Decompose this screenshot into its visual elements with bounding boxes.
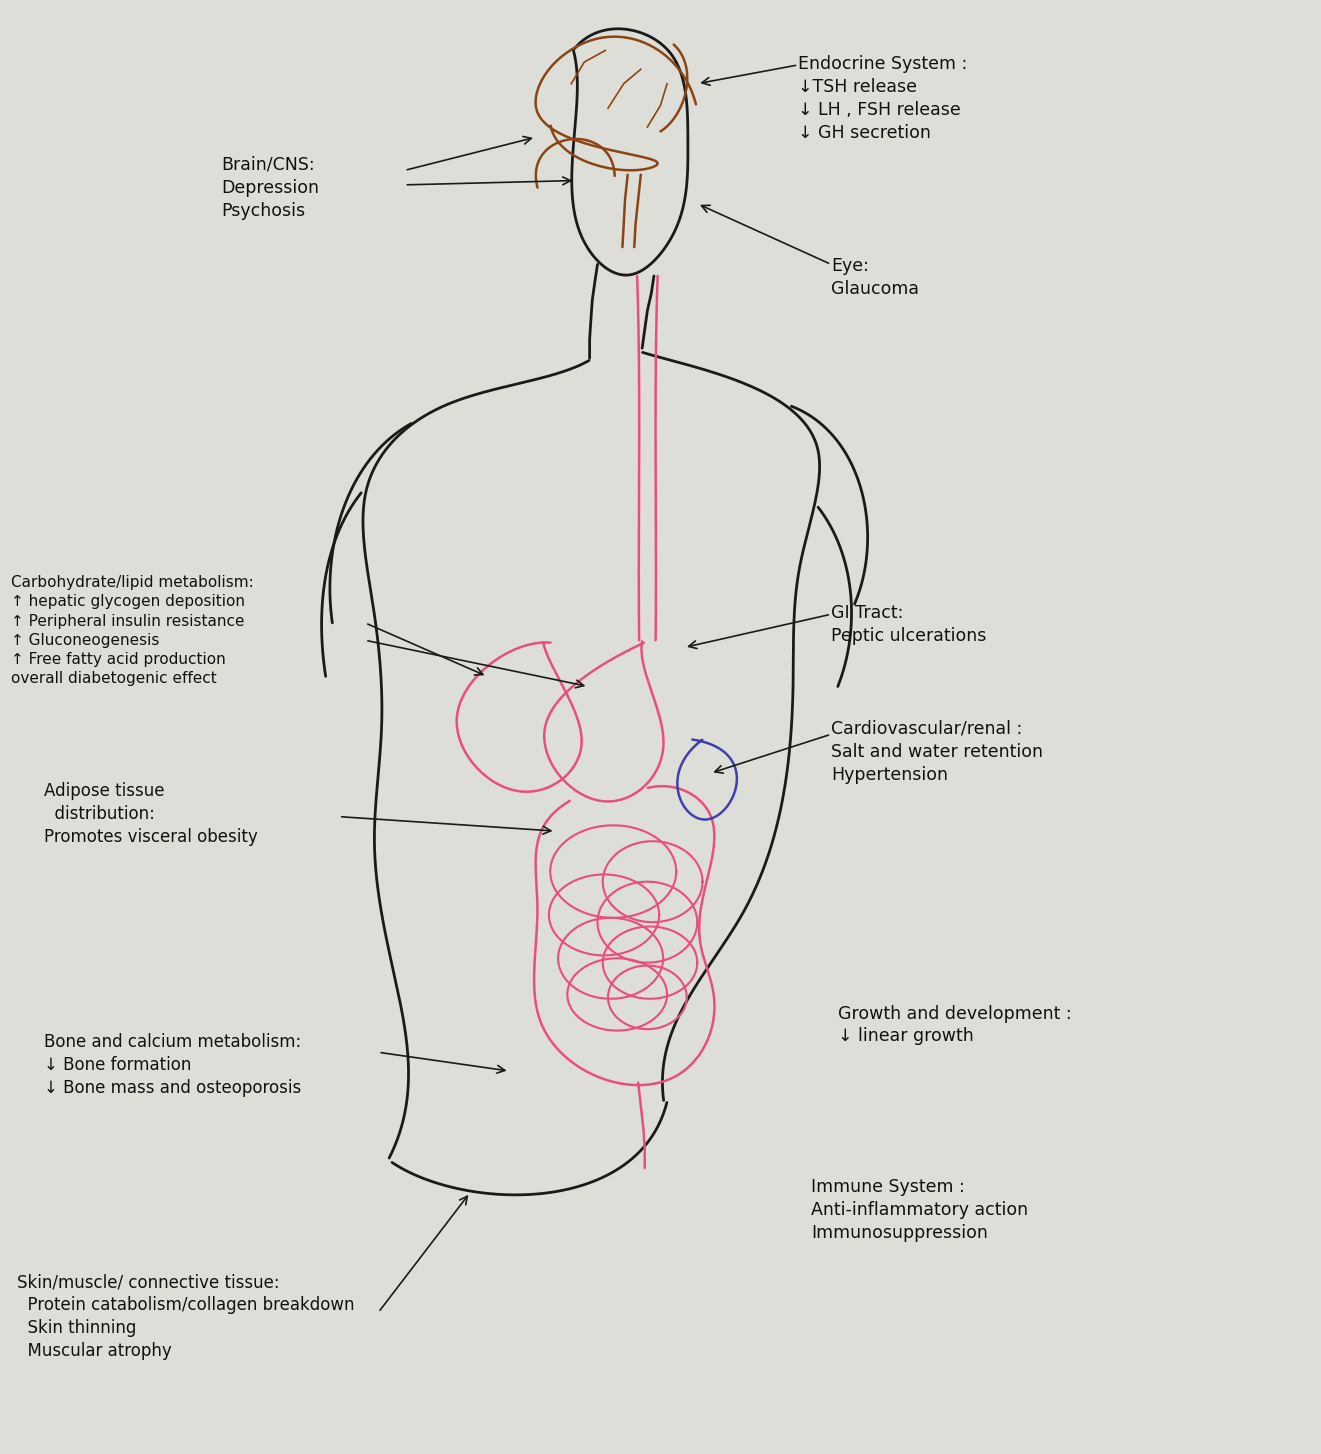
Text: Skin/muscle/ connective tissue:
  Protein catabolism/collagen breakdown
  Skin t: Skin/muscle/ connective tissue: Protein … xyxy=(17,1274,355,1359)
Text: Carbohydrate/lipid metabolism:
↑ hepatic glycogen deposition
↑ Peripheral insuli: Carbohydrate/lipid metabolism: ↑ hepatic… xyxy=(11,576,254,686)
Text: Eye:
Glaucoma: Eye: Glaucoma xyxy=(831,257,919,298)
Text: Bone and calcium metabolism:
↓ Bone formation
↓ Bone mass and osteoporosis: Bone and calcium metabolism: ↓ Bone form… xyxy=(44,1034,301,1098)
Text: Immune System :
Anti-inflammatory action
Immunosuppression: Immune System : Anti-inflammatory action… xyxy=(811,1178,1029,1242)
Text: Cardiovascular/renal :
Salt and water retention
Hypertension: Cardiovascular/renal : Salt and water re… xyxy=(831,720,1044,784)
Text: Endocrine System :
↓TSH release
↓ LH , FSH release
↓ GH secretion: Endocrine System : ↓TSH release ↓ LH , F… xyxy=(798,55,967,141)
Text: Growth and development :
↓ linear growth: Growth and development : ↓ linear growth xyxy=(838,1005,1071,1045)
Text: Brain/CNS:
Depression
Psychosis: Brain/CNS: Depression Psychosis xyxy=(221,156,318,220)
Text: Adipose tissue
  distribution:
Promotes visceral obesity: Adipose tissue distribution: Promotes vi… xyxy=(44,782,258,846)
Text: GI Tract:
Peptic ulcerations: GI Tract: Peptic ulcerations xyxy=(831,603,987,646)
